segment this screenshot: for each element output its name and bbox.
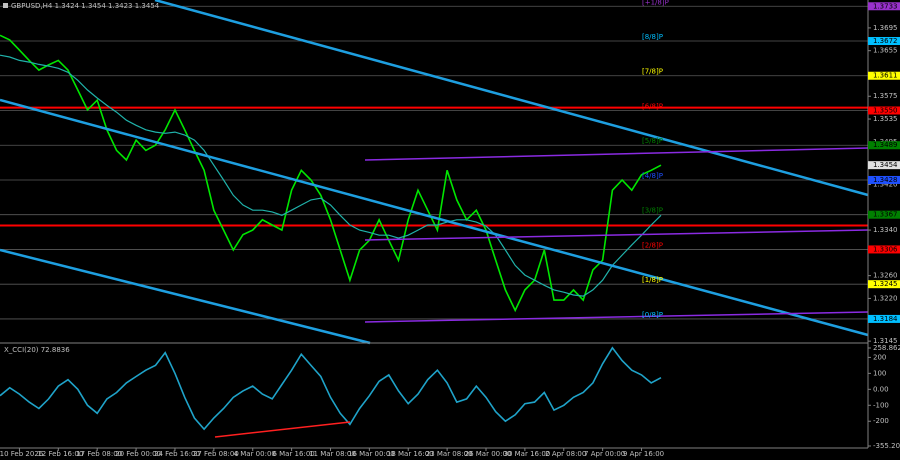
level-name: [8/8]P xyxy=(642,33,663,41)
level-price: 1.3245 xyxy=(873,280,898,288)
level-name: [5/8]P xyxy=(642,137,663,145)
level-box xyxy=(868,245,900,254)
x-tick-label: 30 Mar 16:00 xyxy=(504,450,551,458)
current-price-box xyxy=(868,161,900,170)
y-tick-label: 258.8623 xyxy=(873,344,900,352)
x-tick-label: 10 Feb 2026 xyxy=(0,450,44,458)
y-tick-label: 0.00 xyxy=(873,385,889,393)
y-tick-label: 1.3535 xyxy=(873,115,898,123)
y-tick-label: 1.3340 xyxy=(873,226,898,234)
x-tick-label: 7 Apr 00:00 xyxy=(584,450,625,458)
y-tick-label: 100 xyxy=(873,369,886,377)
y-tick-label: -200 xyxy=(873,417,889,425)
level-price: 1.3306 xyxy=(873,245,898,253)
level-box xyxy=(868,2,900,11)
level-box xyxy=(868,141,900,150)
channel-line xyxy=(0,98,869,337)
series-line xyxy=(0,346,662,431)
y-tick-label: 1.3260 xyxy=(873,272,898,280)
y-tick-label: -355.206 xyxy=(873,442,900,450)
series-line xyxy=(0,34,662,313)
x-tick-label: 2 Apr 08:00 xyxy=(545,450,586,458)
y-tick-label: 1.3420 xyxy=(873,181,898,189)
level-box xyxy=(868,175,900,184)
y-tick-label: 1.3695 xyxy=(873,24,898,32)
level-price: 1.3733 xyxy=(873,2,898,10)
level-name: [3/8]P xyxy=(642,207,663,215)
level-name: [6/8]P xyxy=(642,102,663,110)
level-price: 1.3489 xyxy=(873,141,898,149)
level-box xyxy=(868,210,900,219)
x-tick-label: 6 Mar 16:00 xyxy=(272,450,314,458)
x-tick-label: 27 Feb 08:00 xyxy=(193,450,239,458)
y-tick-label: 1.3575 xyxy=(873,92,898,100)
level-name: [7/8]P xyxy=(642,68,663,76)
level-box xyxy=(868,37,900,46)
y-tick-label: 1.3655 xyxy=(873,47,898,55)
chart-icon xyxy=(3,3,8,8)
level-price: 1.3367 xyxy=(873,211,898,219)
series-line xyxy=(0,54,662,297)
x-tick-label: 16 Mar 00:00 xyxy=(348,450,395,458)
x-tick-label: 4 Mar 00:00 xyxy=(234,450,276,458)
level-name: [4/8]P xyxy=(642,172,663,180)
y-tick-label: 1.3145 xyxy=(873,337,898,345)
x-tick-label: 11 Mar 08:00 xyxy=(309,450,356,458)
y-tick-label: 200 xyxy=(873,353,886,361)
level-box xyxy=(868,280,900,289)
current-price: 1.3454 xyxy=(873,161,898,169)
regression-line xyxy=(364,147,869,161)
level-name: [0/8]P xyxy=(642,311,663,319)
x-tick-label: 24 Feb 16:00 xyxy=(154,450,200,458)
x-tick-label: 23 Mar 08:00 xyxy=(426,450,473,458)
chart-title: GBPUSD,H4 1.3424 1.3454 1.3423 1.3454 xyxy=(11,2,160,10)
x-tick-label: 26 Mar 00:00 xyxy=(465,450,512,458)
y-tick-label: 1.3220 xyxy=(873,294,898,302)
level-box xyxy=(868,106,900,115)
level-name: [+1/8]P xyxy=(642,0,669,6)
x-tick-label: 20 Feb 00:00 xyxy=(115,450,161,458)
level-box xyxy=(868,314,900,323)
y-tick-label: -100 xyxy=(873,401,889,409)
level-price: 1.3672 xyxy=(873,37,898,45)
level-name: [1/8]P xyxy=(642,276,663,284)
plot-layer xyxy=(0,5,868,431)
level-price: 1.3611 xyxy=(873,72,898,80)
channel-line xyxy=(154,0,869,197)
level-box xyxy=(868,71,900,80)
divergence-line xyxy=(214,421,351,438)
regression-line xyxy=(364,229,869,241)
level-price: 1.3184 xyxy=(873,315,898,323)
level-name: [2/8]P xyxy=(642,241,663,249)
indicator-title: X_CCI(20) 72.8836 xyxy=(4,346,70,354)
channel-line xyxy=(0,248,371,345)
level-price: 1.3428 xyxy=(873,176,898,184)
regression-line xyxy=(364,311,869,323)
x-tick-label: 17 Feb 08:00 xyxy=(76,450,122,458)
level-price: 1.3550 xyxy=(873,106,898,114)
x-tick-label: 18 Mar 16:00 xyxy=(387,450,434,458)
x-tick-label: 9 Apr 16:00 xyxy=(623,450,664,458)
x-tick-label: 12 Feb 16:00 xyxy=(37,450,83,458)
